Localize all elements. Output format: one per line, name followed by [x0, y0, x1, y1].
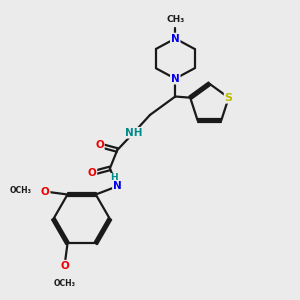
Text: O: O [41, 187, 50, 196]
Text: O: O [60, 261, 69, 271]
Text: O: O [95, 140, 104, 150]
Text: NH: NH [125, 128, 142, 138]
Text: CH₃: CH₃ [166, 15, 184, 24]
Text: O: O [88, 168, 96, 178]
Text: N: N [171, 74, 180, 84]
Text: N: N [171, 34, 180, 44]
Text: S: S [225, 93, 233, 103]
Text: OCH₃: OCH₃ [10, 186, 32, 195]
Text: N: N [113, 181, 122, 191]
Text: H: H [110, 173, 118, 182]
Text: OCH₃: OCH₃ [53, 279, 76, 288]
